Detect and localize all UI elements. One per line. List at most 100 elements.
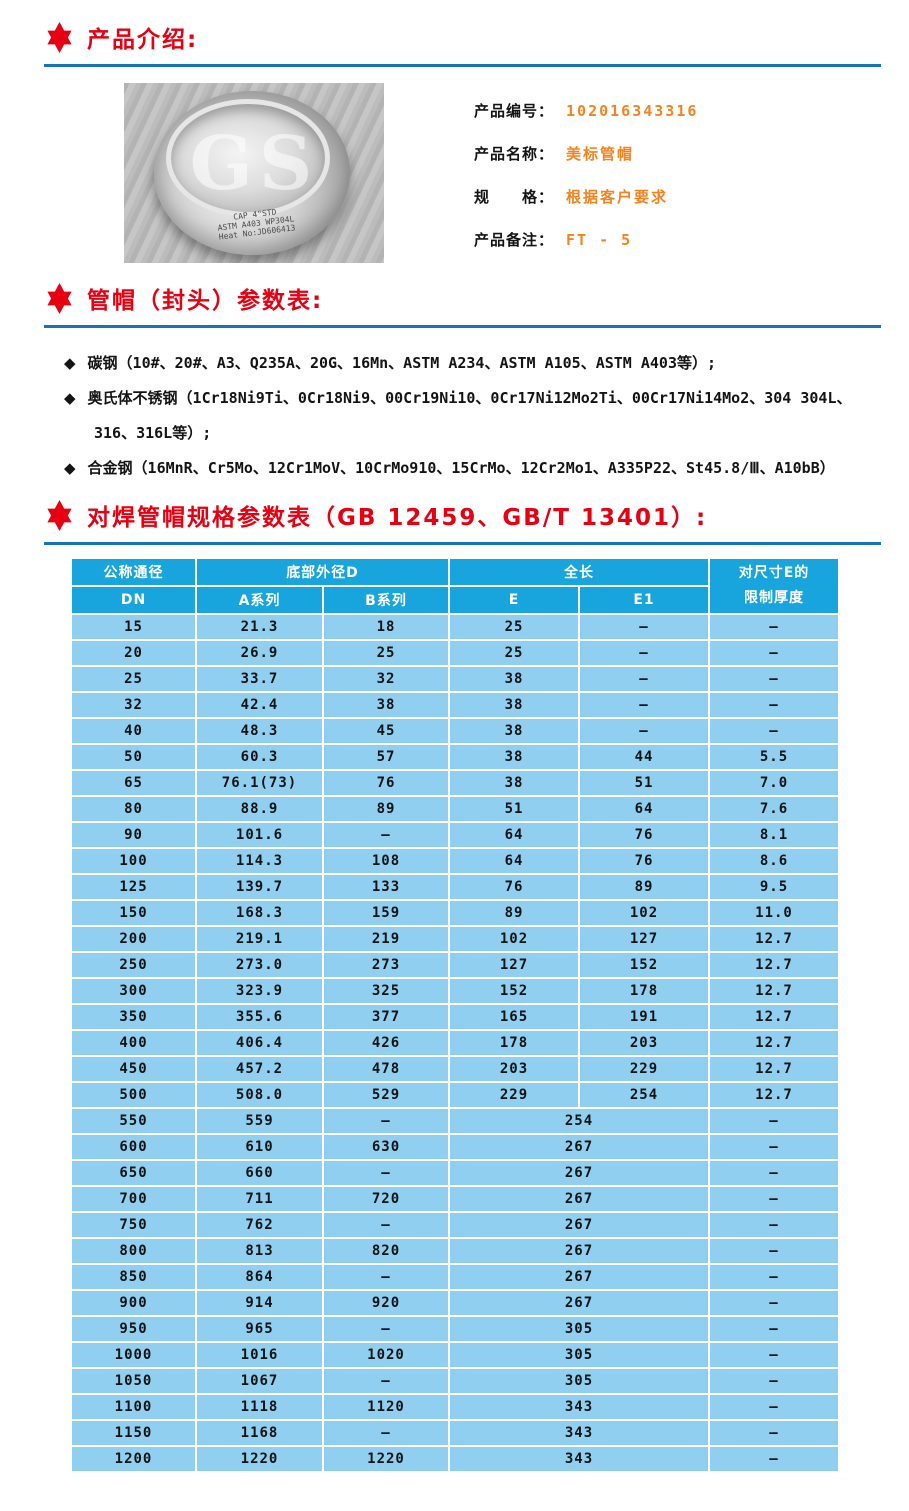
table-cell: 400 (70, 1029, 197, 1057)
table-cell: 139.7 (195, 873, 324, 901)
material-text: 奥氏体不锈钢（1Cr18Ni9Ti、0Cr18Ni9、00Cr19Ni10、0C… (87, 389, 852, 442)
table-cell: 559 (195, 1107, 324, 1135)
table-cell: 89 (448, 899, 580, 927)
table-cell: 12.7 (708, 1003, 840, 1031)
table-cell: – (708, 639, 840, 667)
table-cell: 1220 (322, 1445, 450, 1473)
table-cell: 48.3 (195, 717, 324, 745)
table-cell: – (708, 1159, 840, 1187)
field-label: 产品备注： (474, 231, 555, 249)
section-params-title: 管帽（封头）参数表: (87, 288, 324, 314)
table-cell: 305 (448, 1315, 710, 1343)
table-cell: 44 (578, 743, 710, 771)
table-cell: 450 (70, 1055, 197, 1083)
table-row: 800 813 820 267– (70, 1237, 840, 1265)
table-cell: 11.0 (708, 899, 840, 927)
table-cell: 219 (322, 925, 450, 953)
table-cell: 76 (578, 821, 710, 849)
table-cell: 125 (70, 873, 197, 901)
table-row: 250 273.0 273 127 152 12.7 (70, 951, 840, 979)
table-row: 1050 1067–305– (70, 1367, 840, 1395)
field-value: 根据客户要求 (566, 188, 669, 206)
table-cell: 21.3 (195, 613, 324, 641)
gs-watermark: GS (189, 121, 319, 207)
table-row: 200 219.1 219 102 127 12.7 (70, 925, 840, 953)
table-cell: 38 (448, 691, 580, 719)
table-cell: 610 (195, 1133, 324, 1161)
table-cell: – (708, 1367, 840, 1395)
table-cell: – (578, 691, 710, 719)
table-cell: 18 (322, 613, 450, 641)
table-cell: 108 (322, 847, 450, 875)
table-cell: 38 (448, 743, 580, 771)
table-row: 80 88.9 89 51 64 7.6 (70, 795, 840, 823)
table-cell: 178 (578, 977, 710, 1005)
table-cell: 8.1 (708, 821, 840, 849)
table-cell: 76 (322, 769, 450, 797)
table-row: 650 660–267– (70, 1159, 840, 1187)
table-cell: 1200 (70, 1445, 197, 1473)
table-cell: 267 (448, 1159, 710, 1187)
section-spec-header: 对焊管帽规格参数表（GB 12459、GB/T 13401）: (44, 498, 881, 532)
table-cell: 965 (195, 1315, 324, 1343)
table-row: 550 559–254– (70, 1107, 840, 1135)
table-cell: 25 (70, 665, 197, 693)
table-cell: 8.6 (708, 847, 840, 875)
table-cell: 127 (578, 925, 710, 953)
table-cell: 38 (448, 769, 580, 797)
table-row: 15 21.3 18 25– – (70, 613, 840, 641)
table-cell: 80 (70, 795, 197, 823)
diamond-bullet-icon: ◆ (64, 459, 76, 477)
table-cell: 20 (70, 639, 197, 667)
table-cell: – (708, 1263, 840, 1291)
table-cell: 254 (578, 1081, 710, 1109)
table-cell: – (708, 613, 840, 641)
table-cell: 127 (448, 951, 580, 979)
field-spec: 规 格： 根据客户要求 (474, 175, 698, 218)
material-item: ◆ 合金钢（16MnR、Cr5Mo、12Cr1MoV、10CrMo910、15Cr… (64, 451, 853, 486)
table-cell: 267 (448, 1289, 710, 1317)
table-cell: 267 (448, 1133, 710, 1161)
table-cell: 168.3 (195, 899, 324, 927)
divider-line (44, 325, 881, 328)
field-product-name: 产品名称： 美标管帽 (474, 132, 698, 175)
table-cell: 12.7 (708, 977, 840, 1005)
table-row: 1200 1220 1220 343– (70, 1445, 840, 1473)
table-cell: 40 (70, 717, 197, 745)
table-cell: 33.7 (195, 665, 324, 693)
table-cell: – (322, 1367, 450, 1395)
table-cell: – (578, 639, 710, 667)
table-cell: 152 (448, 977, 580, 1005)
table-cell: 1020 (322, 1341, 450, 1369)
field-label: 规 格： (474, 188, 555, 206)
field-remark: 产品备注： FT - 5 (474, 218, 698, 261)
table-cell: 377 (322, 1003, 450, 1031)
table-cell: – (708, 1133, 840, 1161)
table-cell: 250 (70, 951, 197, 979)
table-cell: – (322, 1211, 450, 1239)
table-cell: 101.6 (195, 821, 324, 849)
table-row: 40 48.3 45 38– – (70, 717, 840, 745)
field-value: 美标管帽 (566, 145, 635, 163)
table-row: 125 139.7 133 76 89 9.5 (70, 873, 840, 901)
table-cell: 457.2 (195, 1055, 324, 1083)
table-cell: 600 (70, 1133, 197, 1161)
table-cell: 60.3 (195, 743, 324, 771)
table-cell: 1000 (70, 1341, 197, 1369)
table-cell: – (708, 1237, 840, 1265)
field-product-code: 产品编号： 102016343316 (474, 89, 698, 132)
table-cell: – (322, 1419, 450, 1447)
table-cell: – (322, 1315, 450, 1343)
table-cell: 1118 (195, 1393, 324, 1421)
table-row: 20 26.9 25 25– – (70, 639, 840, 667)
section-params-header: 管帽（封头）参数表: (44, 281, 881, 315)
table-cell: 850 (70, 1263, 197, 1291)
table-cell: 920 (322, 1289, 450, 1317)
table-cell: 12.7 (708, 1055, 840, 1083)
table-cell: 219.1 (195, 925, 324, 953)
table-cell: 343 (448, 1419, 710, 1447)
product-fields: 产品编号： 102016343316 产品名称： 美标管帽 规 格： 根据客户要… (474, 83, 698, 263)
product-photo: GS CAP 4"STD ASTM A403 WP304L Heat No:JD60… (124, 83, 384, 263)
divider-line (44, 542, 881, 545)
table-row: 300 323.9 325 152 178 12.7 (70, 977, 840, 1005)
